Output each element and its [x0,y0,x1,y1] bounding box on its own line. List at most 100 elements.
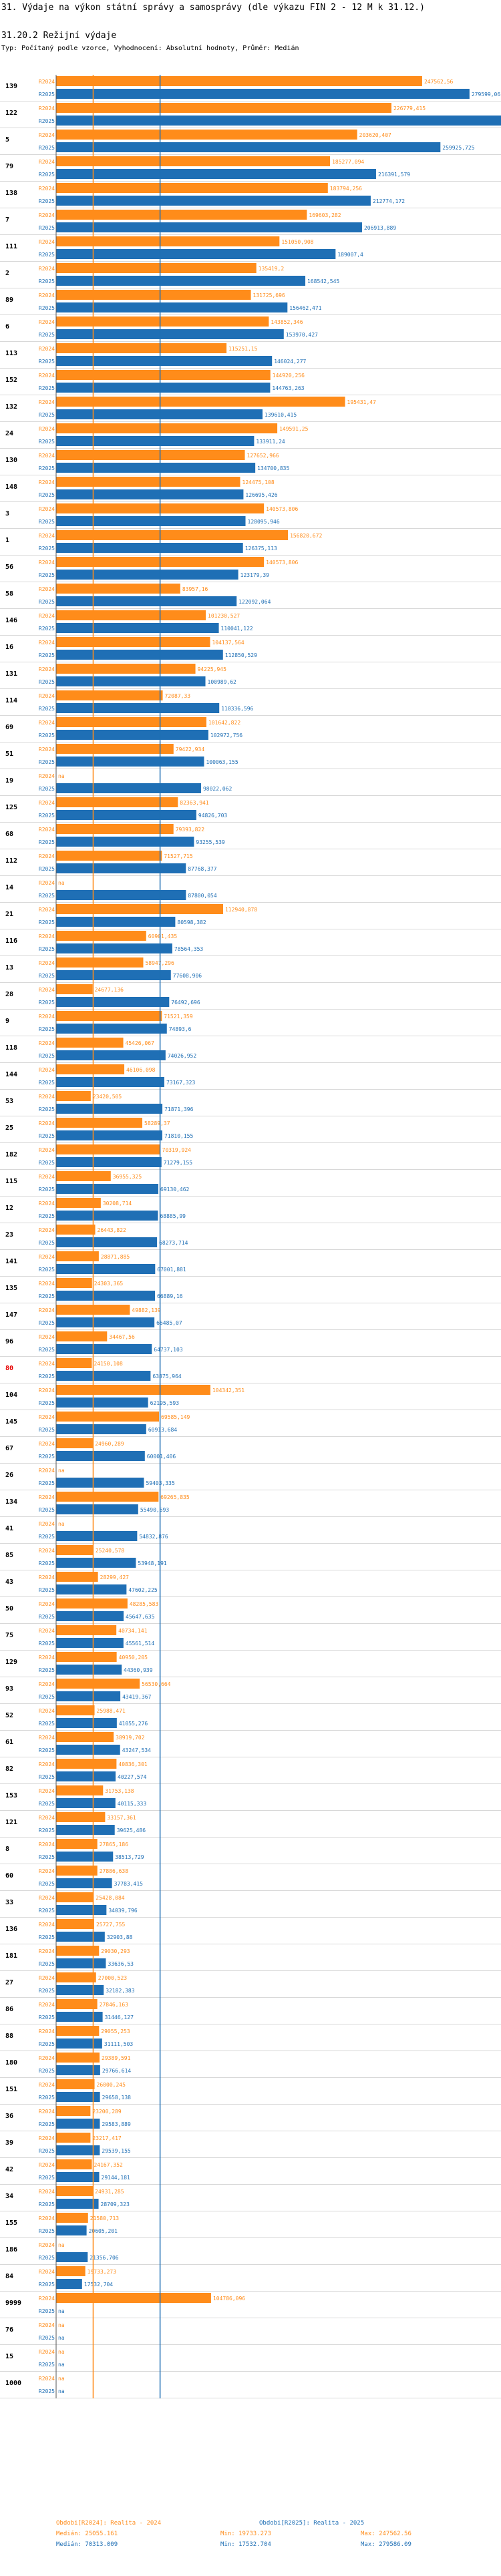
r2025-bar [56,1718,117,1728]
category-label: 180 [5,2059,17,2067]
value-label: 29658,138 [102,2095,132,2101]
value-label: 53948,191 [138,1560,167,1566]
r2025-bar [56,1237,158,1247]
series-tag: R2024 [39,2028,55,2034]
r2024-bar [56,1812,106,1822]
na-label: na [58,2362,65,2368]
series-tag: R2025 [39,2095,55,2101]
r2025-bar [56,810,196,820]
series-tag: R2025 [39,1080,55,1086]
r2025-bar [56,1504,138,1514]
series-tag: R2025 [39,813,55,819]
category-label: 80 [5,1365,13,1372]
series-tag: R2025 [39,2282,55,2288]
value-label: 32903,88 [107,1934,133,1940]
value-label: 70319,924 [162,1147,192,1153]
r2024-bar [56,370,271,380]
category-label: 5 [5,136,9,144]
value-label: 36955,325 [113,1174,142,1180]
series-tag: R2024 [39,1120,55,1126]
value-label: 43419,367 [122,1694,152,1700]
value-label: 56530,664 [142,1681,171,1687]
series-tag: R2024 [39,2242,55,2248]
value-label: 185277,094 [332,159,364,165]
value-label: 73167,323 [166,1080,196,1086]
series-tag: R2025 [39,465,55,471]
category-label: 12 [5,1205,13,1212]
r2025-bar [56,1745,120,1755]
series-tag: R2025 [39,1721,55,1727]
series-tag: R2024 [39,1040,55,1046]
series-tag: R2025 [39,1454,55,1460]
series-tag: R2025 [39,1667,55,1673]
r2024-bar [56,1064,125,1074]
series-tag: R2025 [39,1240,55,1246]
value-label: 104342,351 [212,1387,244,1393]
series-tag: R2024 [39,1227,55,1233]
value-label: 45647,635 [126,1614,155,1620]
value-label: 69585,149 [161,1414,190,1420]
value-label: 80598,382 [177,919,206,925]
r2025-bar [56,543,243,553]
r2024-bar [56,450,245,460]
value-label: 21580,713 [90,2215,120,2221]
r2025-bar [56,783,201,793]
legend-r2025-median: Medián: 70313.009 [56,2541,118,2548]
series-tag: R2024 [39,2269,55,2275]
category-label: 9 [5,1018,9,1025]
value-label: 71527,715 [164,853,193,859]
category-label: 116 [5,937,17,945]
value-label: 40227,574 [118,1774,147,1780]
r2024-bar [56,584,180,594]
series-tag: R2025 [39,2255,55,2261]
r2024-bar [56,664,196,674]
r2025-bar [56,516,246,526]
series-tag: R2025 [39,1534,55,1540]
series-tag: R2024 [39,399,55,405]
series-tag: R2025 [39,839,55,845]
value-label: 40950,205 [119,1655,148,1661]
r2025-bar [56,383,271,393]
series-tag: R2025 [39,1774,55,1780]
r2025-bar [56,222,362,232]
r2025-bar [56,2038,102,2049]
r2024-bar [56,1785,104,1795]
category-label: 111 [5,243,17,250]
value-label: 69130,462 [160,1187,190,1193]
r2025-bar [56,1264,156,1274]
r2024-bar [56,1572,98,1582]
r2025-bar [56,1798,116,1808]
value-label: 29144,181 [102,2175,131,2181]
r2025-bar [56,970,171,980]
r2025-bar [56,917,176,927]
series-tag: R2024 [39,266,55,272]
series-tag: R2025 [39,1320,55,1326]
series-tag: R2025 [39,519,55,525]
value-label: 44360,939 [124,1667,153,1673]
series-tag: R2024 [39,79,55,85]
legend-r2024-median: Medián: 25055.161 [56,2531,118,2537]
series-tag: R2025 [39,2228,55,2234]
category-label: 122 [5,110,17,117]
category-label: 27 [5,1979,13,1986]
value-label: 153970,427 [286,332,318,338]
category-label: 85 [5,1552,13,1559]
value-label: 33157,361 [107,1815,136,1821]
series-tag: R2025 [39,2362,55,2368]
series-tag: R2025 [39,2175,55,2181]
series-tag: R2024 [39,1281,55,1287]
r2024-bar [56,530,289,540]
value-label: 206913,889 [364,225,396,231]
series-tag: R2025 [39,2308,55,2314]
r2025-bar [56,1317,155,1327]
series-tag: R2025 [39,1213,55,1219]
r2024-bar [56,1251,99,1261]
value-label: 82363,941 [180,800,209,806]
series-tag: R2024 [39,2162,55,2168]
series-tag: R2025 [39,546,55,552]
value-label: 29539,155 [102,2148,131,2154]
category-label: 146 [5,617,17,624]
value-label: 28709,323 [101,2201,130,2207]
category-label: 33 [5,1899,13,1906]
value-label: 94826,703 [198,813,228,819]
